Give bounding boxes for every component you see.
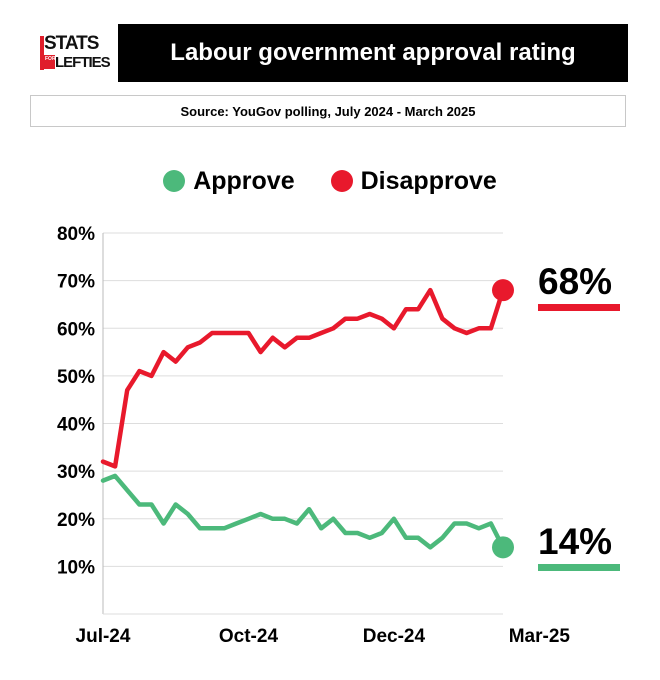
legend-label-disapprove: Disapprove <box>360 166 497 195</box>
legend-dot-disapprove <box>330 170 353 192</box>
y-tick-label: 60% <box>57 319 95 340</box>
x-tick-label: Oct-24 <box>219 626 279 647</box>
end-marker-disapprove <box>492 279 514 302</box>
end-marker-approve <box>492 536 514 559</box>
series-line-approve <box>100 473 506 550</box>
source-box: Source: YouGov polling, July 2024 - Marc… <box>30 95 626 127</box>
logo-for-box <box>44 55 55 69</box>
y-tick-label: 20% <box>57 510 95 531</box>
chart-title: Labour government approval rating <box>170 39 576 66</box>
legend-item-approve: Approve <box>163 166 295 196</box>
stats-for-lefties-logo: STATS FOR LEFTIES <box>40 33 111 74</box>
y-tick-label: 80% <box>57 224 95 245</box>
disapprove-callout-line <box>538 304 620 311</box>
x-tick-label: Jul-24 <box>76 626 131 647</box>
series-line-disapprove <box>100 287 506 469</box>
y-tick-label: 10% <box>57 557 95 578</box>
logo-bottom-text: LEFTIES <box>55 54 111 71</box>
logo-accent-bar <box>40 36 44 70</box>
approve-callout-line <box>538 564 620 571</box>
source-text: Source: YouGov polling, July 2024 - Marc… <box>180 103 476 119</box>
logo-top-text: STATS <box>44 33 99 54</box>
y-tick-label: 40% <box>57 415 95 436</box>
y-tick-label: 50% <box>57 367 95 388</box>
legend-item-disapprove: Disapprove <box>330 166 497 196</box>
logo-small-text: FOR <box>45 56 56 62</box>
x-tick-label: Mar-25 <box>509 626 571 647</box>
legend-label-approve: Approve <box>193 166 295 195</box>
title-banner: Labour government approval rating <box>118 24 628 82</box>
y-tick-label: 30% <box>57 462 95 483</box>
disapprove-callout-value: 68% <box>538 261 613 302</box>
x-tick-label: Dec-24 <box>363 626 426 647</box>
legend: Approve Disapprove <box>0 163 660 199</box>
legend-dot-approve <box>163 170 186 192</box>
approve-callout-value: 14% <box>538 521 613 562</box>
y-tick-label: 70% <box>57 272 95 293</box>
